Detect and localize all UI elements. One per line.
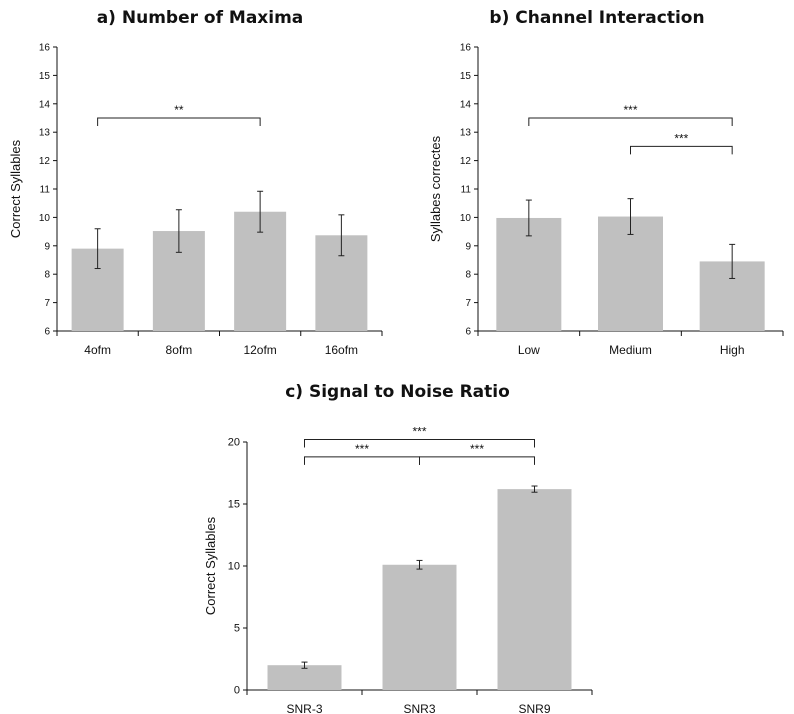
significance-bracket: [97, 117, 261, 126]
y-tick-label: 20: [228, 437, 240, 449]
y-tick-label: 7: [465, 298, 471, 309]
bar: [267, 665, 342, 690]
y-tick-label: 12: [460, 156, 472, 167]
y-tick-label: 7: [44, 298, 50, 309]
bar: [497, 489, 572, 690]
y-tick-label: 10: [39, 213, 51, 224]
y-tick-label: 8: [44, 270, 50, 281]
x-category-label: SNR-3: [286, 702, 322, 714]
x-category-label: SNR9: [518, 702, 550, 714]
x-category-label: SNR3: [403, 702, 435, 714]
significance-bracket: [528, 117, 733, 126]
x-category-label: 12ofm: [243, 343, 276, 357]
y-tick-label: 11: [40, 185, 51, 196]
y-tick-label: 5: [234, 623, 240, 635]
y-tick-label: 8: [465, 270, 471, 281]
y-tick-label: 14: [39, 99, 51, 110]
significance-bracket: [304, 456, 420, 465]
panel-a: a) Number of Maxima 6 7 8 9 10 11 12 13 14 15 16 Co…: [0, 0, 400, 365]
chart-b-svg: 6 7 8 9 10 11 12 13 14 15 16 Syllabes correctes Low M…: [428, 43, 784, 357]
y-axis-title: Correct Syllables: [8, 139, 23, 238]
y-tick-label: 15: [460, 71, 472, 82]
significance-bracket: [419, 456, 535, 465]
y-tick-label: 12: [39, 156, 51, 167]
chart-a-svg: 6 7 8 9 10 11 12 13 14 15 16 Correct Syllables 4ofm 8…: [8, 43, 383, 357]
y-tick-label: 6: [465, 327, 471, 338]
y-axis-title: Correct Syllables: [203, 516, 218, 615]
significance-label: **: [174, 103, 184, 117]
y-tick-label: 13: [39, 128, 51, 139]
significance-bracket: [304, 439, 535, 448]
y-tick-label: 10: [460, 213, 472, 224]
y-tick-label: 16: [39, 43, 51, 54]
y-tick-label: 9: [44, 241, 50, 252]
y-tick-label: 9: [465, 241, 471, 252]
x-category-label: Medium: [609, 343, 652, 357]
significance-label: ***: [674, 131, 688, 145]
panel-b: b) Channel Interaction 6 7 8 9 10 11 12 13 14 15 1…: [400, 0, 794, 365]
chart-title: c) Signal to Noise Ratio: [285, 382, 510, 402]
bar: [496, 217, 562, 331]
significance-label: ***: [412, 425, 426, 439]
chart-title: b) Channel Interaction: [489, 8, 705, 28]
y-tick-label: 14: [460, 99, 472, 110]
y-tick-label: 6: [44, 327, 50, 338]
x-category-label: 16ofm: [325, 343, 358, 357]
bar: [598, 216, 663, 331]
y-tick-label: 10: [228, 561, 240, 573]
x-category-label: Low: [518, 343, 540, 357]
significance-label: ***: [623, 103, 637, 117]
y-tick-label: 11: [461, 185, 472, 196]
y-tick-label: 15: [39, 71, 51, 82]
x-category-label: 8ofm: [166, 343, 193, 357]
chart-title: a) Number of Maxima: [96, 8, 304, 28]
significance-bracket: [630, 145, 733, 155]
chart-c-svg: 0 5 10 15 20 Correct Syllables SNR-3 SNR3 SNR9 **…: [203, 425, 593, 714]
significance-label: ***: [470, 442, 484, 456]
significance-label: ***: [355, 442, 369, 456]
y-tick-label: 16: [460, 43, 472, 54]
panel-c: c) Signal to Noise Ratio 0 5 10 15 20 Correct…: [195, 375, 600, 714]
x-category-label: High: [720, 343, 745, 357]
bar: [382, 564, 457, 690]
x-category-label: 4ofm: [84, 343, 111, 357]
y-tick-label: 15: [228, 499, 240, 511]
y-tick-label: 0: [234, 685, 240, 697]
y-tick-label: 13: [460, 128, 472, 139]
y-axis-title: Syllabes correctes: [428, 135, 443, 242]
